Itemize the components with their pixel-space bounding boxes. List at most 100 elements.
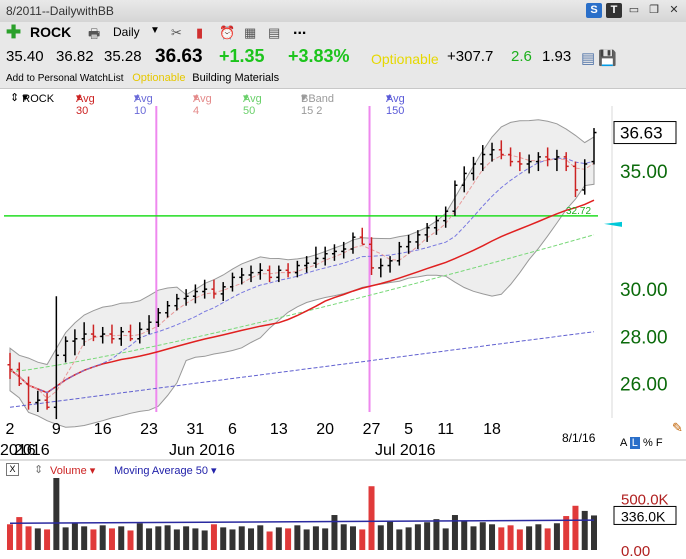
restore-icon[interactable]: ❐ (649, 4, 659, 16)
legend-avg10[interactable]: Avg 10 ▾ (134, 92, 153, 117)
calendar-icon[interactable]: ▦ (244, 25, 257, 40)
volume-legend[interactable]: Volume ▾ (50, 465, 96, 477)
volume-bar (192, 528, 199, 550)
toolbar: ✚ ROCK 🖶 Daily ▼ ✂ ▮ ⏰ ▦ ▤ ... (0, 21, 686, 44)
minimize-icon[interactable]: ▭ (628, 4, 640, 16)
legend-avg30[interactable]: Avg 30 ▾ (76, 92, 95, 117)
low-value: 35.28 (104, 48, 142, 65)
ohlc-bar (424, 223, 430, 242)
price-tick-label: 26.00 (620, 375, 668, 396)
volume-bar (461, 521, 468, 550)
volume-bar (44, 529, 51, 550)
ohlc-bar (304, 256, 310, 273)
high-value: 36.82 (56, 48, 94, 65)
volume-ma50-line (9, 519, 595, 525)
database-icon[interactable]: ▤ (581, 50, 596, 67)
ohlc-bar (16, 362, 22, 387)
more-button[interactable]: ... (293, 21, 307, 38)
ohlc-bar (53, 296, 59, 420)
industry-label: Building Materials (192, 72, 280, 84)
avg10-line (9, 157, 595, 394)
date-tick-label: 16 (94, 421, 112, 438)
s-menu-button[interactable]: S (586, 3, 602, 18)
volume-bar (507, 525, 514, 550)
alarm-icon[interactable]: ⏰ (219, 25, 236, 40)
ohlc-bar (545, 147, 551, 167)
print-icon[interactable]: 🖶 (88, 26, 101, 41)
ohlc-bar (535, 152, 541, 172)
price-tick-label: 35.00 (620, 162, 668, 183)
volume-bar (322, 528, 329, 550)
add-symbol-icon[interactable]: ✚ (6, 22, 22, 42)
optionable-badge: Optionable (371, 51, 439, 67)
volume-bar (414, 524, 421, 550)
ohlc-bar (100, 326, 106, 344)
ohlc-bar (257, 263, 263, 280)
ohlc-bar (461, 166, 467, 193)
bar-chart-icon[interactable]: ▮ (196, 25, 204, 40)
ohlc-bar (35, 390, 41, 412)
legend-avg50[interactable]: Avg 50 ▾ (243, 92, 262, 117)
ohlc-bar (498, 140, 504, 160)
volume-bar (387, 521, 394, 550)
price-tick-label: 28.00 (620, 327, 668, 348)
ohlc-bar (480, 145, 486, 172)
period-dropdown-icon[interactable]: ▼ (150, 25, 160, 36)
last-price-label: 36.63 (620, 124, 663, 143)
volume-bar (16, 517, 23, 550)
ohlc-bar (202, 279, 208, 299)
table-icon[interactable]: ▤ (268, 25, 281, 40)
watchlist-link[interactable]: Add to Personal WatchList (6, 73, 124, 84)
volume-bar (498, 527, 505, 550)
symbol-label[interactable]: ROCK (30, 24, 72, 40)
ohlc-bar (508, 147, 514, 167)
mode-pct[interactable]: % (642, 437, 653, 449)
volume-bar (396, 529, 403, 550)
close-panel-button[interactable]: X (6, 463, 19, 476)
save-icon[interactable]: 💾 (598, 50, 617, 67)
ohlc-bar (174, 293, 180, 311)
volume-bar (451, 515, 458, 550)
close-icon[interactable]: ✕ (669, 4, 679, 16)
volume-bar (173, 529, 180, 550)
ohlc-bar (229, 272, 235, 292)
t-menu-button[interactable]: T (606, 3, 622, 18)
volume-bar (516, 529, 523, 550)
ohlc-bar (192, 284, 198, 304)
volume-bar (71, 523, 78, 550)
ohlc-bar (26, 376, 32, 410)
volume-bar (220, 527, 227, 550)
ma-legend[interactable]: Moving Average 50 ▾ (114, 465, 217, 477)
mode-f[interactable]: F (655, 437, 663, 449)
avg4-line (9, 154, 595, 400)
period-selector[interactable]: Daily (113, 25, 140, 39)
volume-bar (118, 526, 125, 550)
tools-icon[interactable]: ✂ (171, 25, 182, 40)
volume-bar (99, 525, 106, 550)
ohlc-bar (220, 282, 226, 301)
ohlc-bar (137, 322, 143, 344)
date-tick-label: 27 (363, 421, 381, 438)
ohlc-bar (396, 241, 402, 266)
volume-bar (424, 522, 431, 550)
legend-bband[interactable]: BBand 15 2 ▾ (301, 92, 335, 117)
legend-ticker[interactable]: ⇕ ROCK ▾ (10, 92, 55, 105)
date-tick-label: 6 (228, 421, 237, 438)
volume-bar (53, 478, 60, 550)
mode-l[interactable]: L (629, 437, 640, 449)
legend-avg150[interactable]: Avg 150 ▾ (386, 92, 405, 117)
ohlc-bar (248, 265, 254, 283)
legend-avg4[interactable]: Avg 4 ▾ (193, 92, 212, 117)
ohlc-bar (406, 234, 412, 254)
ohlc-bar (554, 149, 560, 172)
date-tick-label: 20 (316, 421, 334, 438)
mode-a[interactable]: A (620, 437, 627, 449)
volume-bar (368, 486, 375, 550)
volume-bar (581, 510, 588, 550)
optionable-label: Optionable (132, 72, 186, 84)
reorder-icon[interactable]: ⇕ (34, 464, 44, 476)
ohlc-bar (350, 232, 356, 254)
volume-bar (266, 531, 273, 550)
volume-bar (294, 525, 301, 550)
